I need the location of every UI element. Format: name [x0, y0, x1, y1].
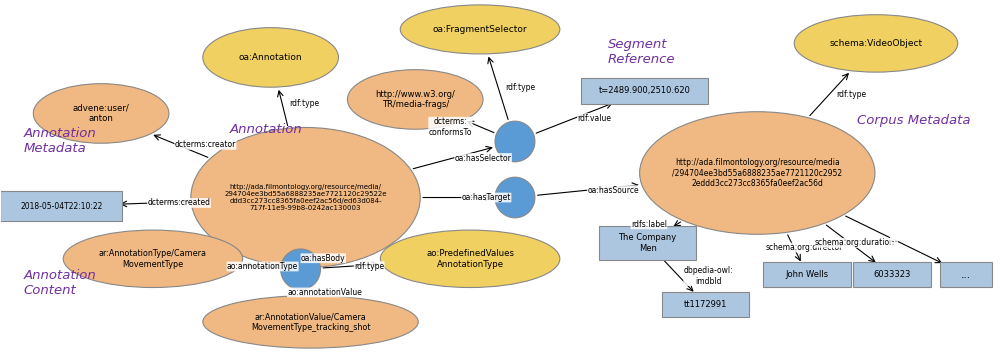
Text: Annotation
Content: Annotation Content: [23, 269, 96, 297]
Text: oa:Annotation: oa:Annotation: [239, 53, 302, 62]
Text: rdf:type: rdf:type: [505, 83, 535, 92]
FancyBboxPatch shape: [853, 262, 931, 287]
Ellipse shape: [400, 5, 560, 54]
Text: 2018-05-04T22:10:22: 2018-05-04T22:10:22: [20, 202, 102, 211]
Ellipse shape: [203, 28, 338, 87]
Text: oa:hasTarget: oa:hasTarget: [462, 193, 511, 202]
Text: rdf:type: rdf:type: [836, 90, 866, 99]
Text: ar:AnnotationValue/Camera
MovementType_tracking_shot: ar:AnnotationValue/Camera MovementType_t…: [251, 312, 370, 331]
Text: http://ada.filmontology.org/resource/media
/294704ee3bd55a6888235ae7721120c2952
: http://ada.filmontology.org/resource/med…: [672, 158, 842, 188]
Text: ar:AnnotationType/Camera
MovementType: ar:AnnotationType/Camera MovementType: [99, 249, 207, 269]
Ellipse shape: [495, 121, 535, 162]
Text: Corpus Metadata: Corpus Metadata: [857, 114, 971, 127]
Text: ...: ...: [961, 270, 971, 280]
Text: dbpedia-owl:
imdbId: dbpedia-owl: imdbId: [684, 266, 733, 286]
Text: Annotation: Annotation: [229, 123, 302, 136]
Text: http://ada.filmontology.org/resource/media/
294704ee3bd55a6888235ae7721120c29522: http://ada.filmontology.org/resource/med…: [224, 184, 387, 211]
Text: ...: ...: [890, 235, 898, 244]
Text: rdf:value: rdf:value: [578, 114, 612, 122]
Text: schema:VideoObject: schema:VideoObject: [829, 39, 923, 48]
Ellipse shape: [63, 230, 243, 288]
Text: rdf:type: rdf:type: [289, 99, 319, 108]
FancyBboxPatch shape: [599, 226, 696, 260]
Ellipse shape: [380, 230, 560, 288]
Text: 6033323: 6033323: [873, 270, 911, 279]
Ellipse shape: [640, 112, 875, 234]
FancyBboxPatch shape: [662, 292, 749, 317]
Text: dcterms:
conformsTo: dcterms: conformsTo: [429, 117, 472, 137]
Text: rdfs:label: rdfs:label: [631, 220, 667, 229]
Text: John Wells: John Wells: [786, 270, 829, 279]
Text: The Company
Men: The Company Men: [618, 233, 677, 253]
Text: oa:hasSource: oa:hasSource: [587, 186, 639, 195]
FancyBboxPatch shape: [940, 262, 992, 287]
Ellipse shape: [203, 295, 418, 348]
Ellipse shape: [794, 15, 958, 72]
Ellipse shape: [191, 127, 420, 268]
Text: Annotation
Metadata: Annotation Metadata: [23, 127, 96, 155]
Text: rdf:type: rdf:type: [354, 262, 384, 271]
Ellipse shape: [281, 249, 320, 289]
Text: ao:annotationValue: ao:annotationValue: [287, 288, 362, 297]
Text: t=2489.900,2510.620: t=2489.900,2510.620: [599, 86, 691, 95]
Ellipse shape: [33, 84, 169, 143]
Text: Segment
Reference: Segment Reference: [608, 38, 675, 66]
Ellipse shape: [347, 70, 483, 129]
Text: advene:user/
anton: advene:user/ anton: [73, 104, 129, 123]
Ellipse shape: [495, 177, 535, 218]
Text: dcterms:creator: dcterms:creator: [175, 140, 236, 149]
FancyBboxPatch shape: [0, 191, 122, 221]
Text: ao:PredefinedValues
AnnotationType: ao:PredefinedValues AnnotationType: [426, 249, 514, 269]
Text: http://www.w3.org/
TR/media-frags/: http://www.w3.org/ TR/media-frags/: [375, 90, 455, 109]
Text: schema:org:duration: schema:org:duration: [815, 238, 895, 247]
Text: schema:org:director: schema:org:director: [765, 243, 843, 252]
Text: dcterms:created: dcterms:created: [147, 198, 210, 208]
FancyBboxPatch shape: [763, 262, 851, 287]
Text: oa:FragmentSelector: oa:FragmentSelector: [433, 25, 527, 34]
Text: tt1172991: tt1172991: [684, 300, 727, 309]
Text: oa:hasBody: oa:hasBody: [301, 254, 346, 263]
Text: oa:hasSelector: oa:hasSelector: [455, 154, 511, 162]
FancyBboxPatch shape: [581, 78, 708, 104]
Text: ao:annotationType: ao:annotationType: [227, 262, 298, 271]
